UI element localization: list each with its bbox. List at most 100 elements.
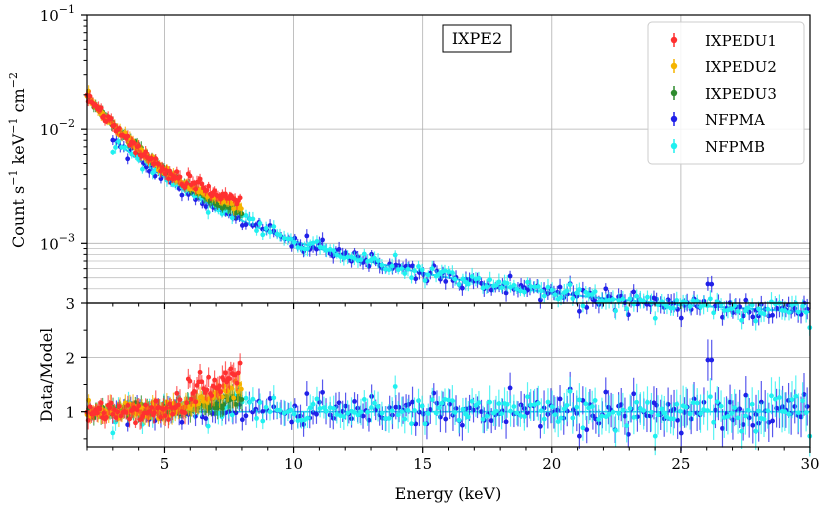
bottom-point-nfpmb xyxy=(525,394,530,400)
top-point-nfpmb xyxy=(732,303,738,309)
bottom-point-nfpma xyxy=(503,419,509,425)
top-point-nfpma xyxy=(603,286,609,292)
legend: IXPEDU1 IXPEDU2 IXPEDU3 NFPMA NFPMB xyxy=(647,21,805,165)
bottom-point-ixpedu1 xyxy=(97,406,103,412)
bottom-point-nfpmb xyxy=(425,411,431,416)
bottom-point-nfpmb xyxy=(314,396,320,402)
bottom-point-nfpmb xyxy=(659,406,665,412)
top-point-nfpmb xyxy=(449,270,455,276)
bottom-point-nfpma xyxy=(603,389,609,395)
bottom-point-nfpmb xyxy=(718,403,724,409)
bottom-point-nfpma xyxy=(671,406,677,412)
top-point-nfpmb xyxy=(122,145,127,151)
top-point-ixpedu1 xyxy=(237,195,243,201)
top-point-nfpmb xyxy=(419,267,425,273)
top-point-nfpmb xyxy=(772,301,778,307)
bottom-point-nfpma xyxy=(488,418,494,424)
top-point-nfpmb xyxy=(361,251,367,257)
top-point-ixpedu1 xyxy=(187,173,193,179)
top-point-nfpmb xyxy=(351,255,357,261)
top-point-nfpmb xyxy=(429,266,435,271)
top-point-nfpmb xyxy=(558,294,564,300)
bottom-point-nfpmb xyxy=(574,404,580,410)
bottom-point-nfpmb xyxy=(355,412,361,418)
bottom-point-nfpmb xyxy=(254,415,259,421)
bottom-point-nfpma xyxy=(125,422,131,428)
bottom-point-nfpmb xyxy=(649,409,654,415)
bottom-point-nfpmb xyxy=(690,400,696,405)
top-point-nfpmb xyxy=(465,281,471,287)
bottom-point-nfpmb xyxy=(277,407,283,413)
bottom-point-nfpmb xyxy=(789,397,795,403)
top-point-nfpmb xyxy=(412,268,417,274)
bottom-point-nfpma xyxy=(705,357,711,363)
bottom-point-nfpma xyxy=(410,399,415,405)
top-point-nfpma xyxy=(320,237,325,243)
top-point-nfpmb xyxy=(521,289,527,295)
bottom-point-nfpmb xyxy=(558,415,564,421)
legend-marker xyxy=(670,62,678,70)
top-point-ixpedu1 xyxy=(156,161,162,167)
top-point-nfpma xyxy=(443,278,449,284)
bottom-point-nfpmb xyxy=(351,409,357,415)
bottom-point-nfpmb xyxy=(800,398,805,404)
bottom-point-nfpma xyxy=(179,419,185,425)
top-point-nfpmb xyxy=(271,224,277,230)
bottom-point-nfpma xyxy=(298,413,303,419)
bottom-point-nfpmb xyxy=(305,415,310,421)
bottom-point-ixpedu1 xyxy=(133,420,138,426)
bottom-point-nfpmb xyxy=(257,400,263,405)
top-point-nfpmb xyxy=(574,290,580,296)
bottom-point-nfpmb xyxy=(564,402,570,408)
top-point-nfpmb xyxy=(324,247,329,253)
bottom-point-ixpedu1 xyxy=(158,414,164,420)
ticks xyxy=(81,14,811,453)
top-point-nfpmb xyxy=(570,296,576,301)
top-point-nfpmb xyxy=(567,282,573,288)
top-point-nfpmb xyxy=(341,255,347,261)
chart-title: IXPE2 xyxy=(452,29,502,48)
top-point-ixpedu1 xyxy=(149,156,155,161)
bottom-point-nfpmb xyxy=(375,404,381,409)
top-point-nfpma xyxy=(584,305,590,310)
top-point-nfpmb xyxy=(765,306,771,312)
bottom-point-nfpma xyxy=(770,418,775,424)
bottom-point-nfpmb xyxy=(295,418,301,424)
top-point-nfpma xyxy=(186,191,191,197)
top-point-nfpmb xyxy=(372,255,377,261)
top-point-nfpmb xyxy=(645,294,650,300)
bottom-point-nfpmb xyxy=(317,405,323,411)
bottom-point-nfpma xyxy=(743,392,749,398)
bottom-point-nfpmb xyxy=(469,398,475,404)
top-point-nfpma xyxy=(720,314,725,320)
bottom-point-nfpmb xyxy=(627,406,633,411)
bottom-point-nfpma xyxy=(518,402,524,408)
top-point-nfpmb xyxy=(257,221,263,226)
top-point-nfpmb xyxy=(592,289,598,295)
bottom-point-nfpmb xyxy=(756,408,761,414)
bottom-point-nfpmb xyxy=(449,398,455,404)
bottom-point-ixpedu1 xyxy=(164,405,169,411)
legend-entry-nfpma: NFPMA xyxy=(670,111,765,129)
bottom-point-nfpmb xyxy=(769,393,774,399)
top-point-nfpmb xyxy=(375,258,381,264)
bottom-point-nfpmb xyxy=(729,410,735,416)
legend-marker xyxy=(670,115,678,123)
top-point-nfpmb xyxy=(358,257,364,263)
bottom-point-nfpmb xyxy=(416,398,421,404)
bottom-point-nfpmb xyxy=(465,414,471,420)
top-y-tick-label: 10−3 xyxy=(40,231,75,253)
bottom-point-nfpmb xyxy=(687,411,693,417)
bottom-point-nfpmb xyxy=(399,409,405,415)
bottom-point-nfpma xyxy=(459,422,465,428)
legend-label-ixpedu1: IXPEDU1 xyxy=(705,32,777,50)
bottom-point-nfpmb xyxy=(504,401,510,407)
top-point-nfpmb xyxy=(250,216,256,222)
bottom-point-nfpmb xyxy=(711,419,717,425)
bottom-point-nfpmb xyxy=(271,395,277,401)
bottom-point-nfpma xyxy=(678,430,684,436)
bottom-point-nfpmb xyxy=(707,394,713,400)
top-point-nfpmb xyxy=(456,281,462,287)
bottom-point-ixpedu1 xyxy=(118,413,124,419)
top-point-nfpmb xyxy=(493,282,499,288)
